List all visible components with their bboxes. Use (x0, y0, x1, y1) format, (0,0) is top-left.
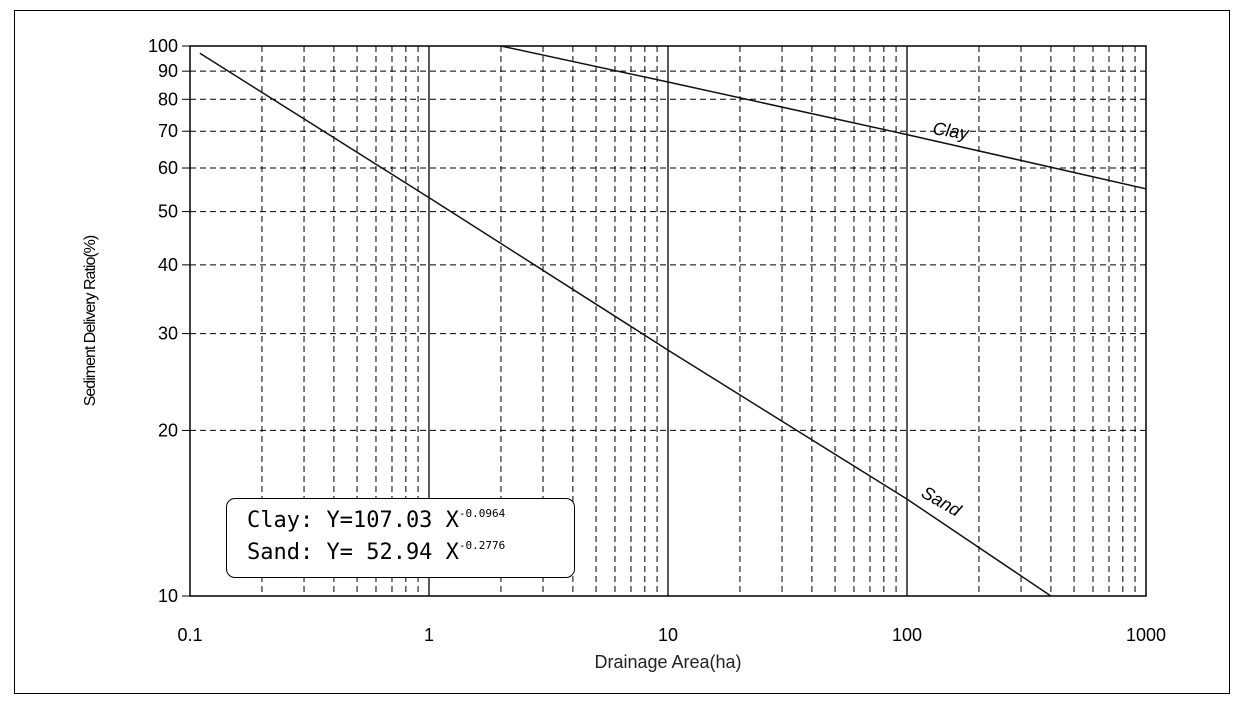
y-tick-label: 80 (158, 89, 178, 109)
equation-box: Clay: Y=107.03 X-0.0964 Sand: Y= 52.94 X… (226, 498, 575, 578)
sand-equation-exponent: -0.2776 (458, 539, 506, 552)
y-axis-title: Sediment Delivery Ratio(%) (82, 235, 99, 406)
y-tick-label: 40 (158, 255, 178, 275)
x-tick-label: 0.1 (177, 625, 202, 645)
x-tick-label: 10 (658, 625, 678, 645)
sand-equation-text: Sand: Y= 52.94 X (247, 540, 459, 565)
clay-equation-exponent: -0.0964 (458, 507, 506, 520)
sand-curve (199, 52, 1052, 597)
clay-equation: Clay: Y=107.03 X-0.0964 (247, 507, 505, 533)
x-axis-title: Drainage Area(ha) (594, 652, 741, 672)
figure-frame (14, 10, 1230, 694)
y-tick-label: 50 (158, 202, 178, 222)
y-tick-label: 100 (148, 36, 178, 56)
clay-curve-label: Clay (931, 118, 971, 144)
sand-equation: Sand: Y= 52.94 X-0.2776 (247, 539, 505, 565)
y-tick-label: 30 (158, 324, 178, 344)
sand-curve-label: Sand (918, 482, 965, 521)
x-tick-label: 1000 (1126, 625, 1166, 645)
plot-border (189, 45, 1147, 597)
y-tick-label: 10 (158, 586, 178, 606)
tick-layer: 0.1 1 10 100 1000 10 20 30 40 50 60 70 80 90 100 (148, 36, 1166, 645)
grid-layer (190, 46, 1146, 596)
clay-curve (500, 45, 1147, 190)
x-tick-label: 1 (424, 625, 434, 645)
clay-equation-text: Clay: Y=107.03 X (247, 508, 459, 533)
y-tick-label: 70 (158, 121, 178, 141)
y-tick-label: 60 (158, 158, 178, 178)
y-tick-label: 20 (158, 420, 178, 440)
x-tick-label: 100 (892, 625, 922, 645)
y-tick-label: 90 (158, 61, 178, 81)
